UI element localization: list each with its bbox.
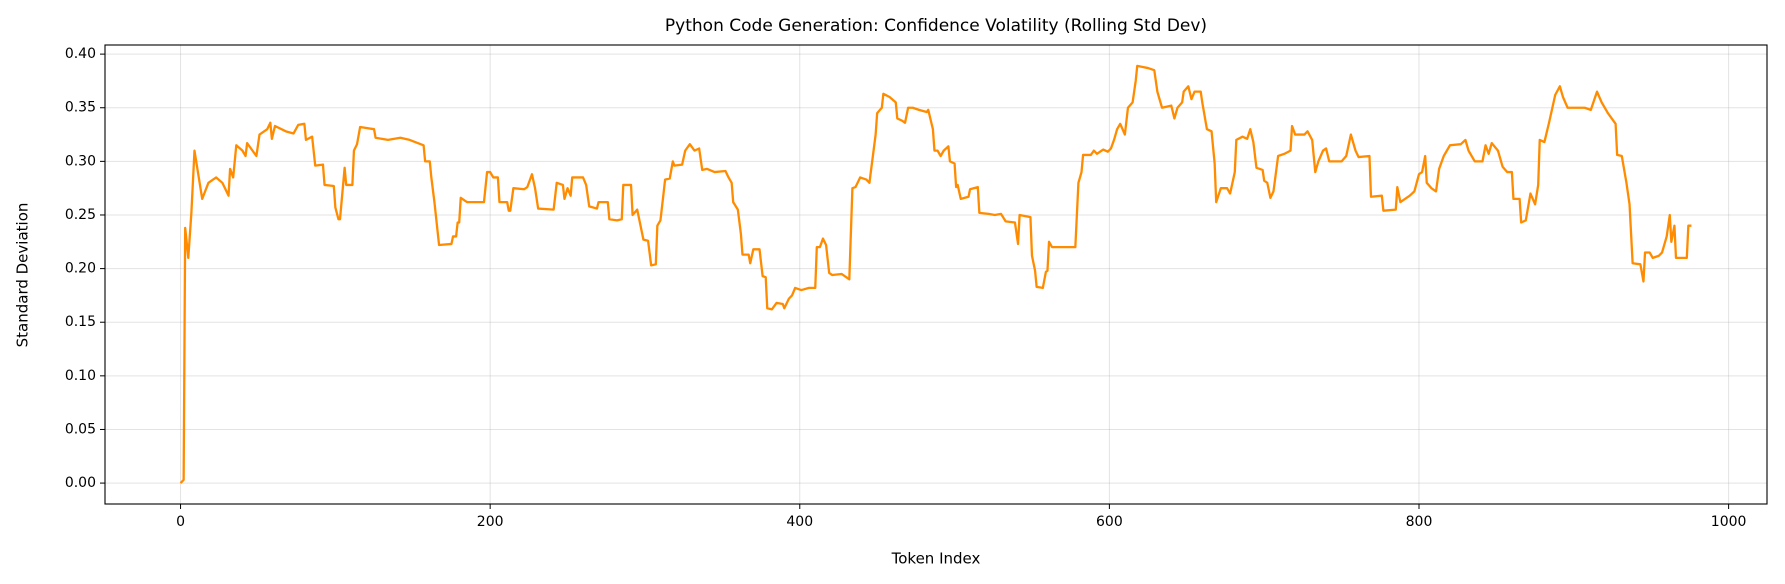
y-tick-label: 0.20 [65,261,96,277]
x-tick-label: 0 [176,514,185,530]
chart-title: Python Code Generation: Confidence Volat… [665,16,1207,36]
x-tick-label: 800 [1406,514,1433,530]
y-tick-label: 0.15 [65,314,96,330]
x-axis-label: Token Index [891,550,981,568]
data-line [179,64,1692,484]
y-tick-label: 0.40 [65,46,96,62]
y-tick-label: 0.25 [65,207,96,223]
y-tick-label: 0.35 [65,100,96,116]
x-tick-label: 400 [786,514,813,530]
x-tick-label: 200 [477,514,504,530]
y-tick-label: 0.30 [65,153,96,169]
plot-frame [104,44,1768,505]
y-tick-label: 0.00 [65,475,96,491]
y-tick-label: 0.05 [65,421,96,437]
x-tick-label: 1000 [1711,514,1747,530]
x-tick-label: 600 [1096,514,1123,530]
y-axis-label: Standard Deviation [14,203,32,348]
y-tick-label: 0.10 [65,368,96,384]
